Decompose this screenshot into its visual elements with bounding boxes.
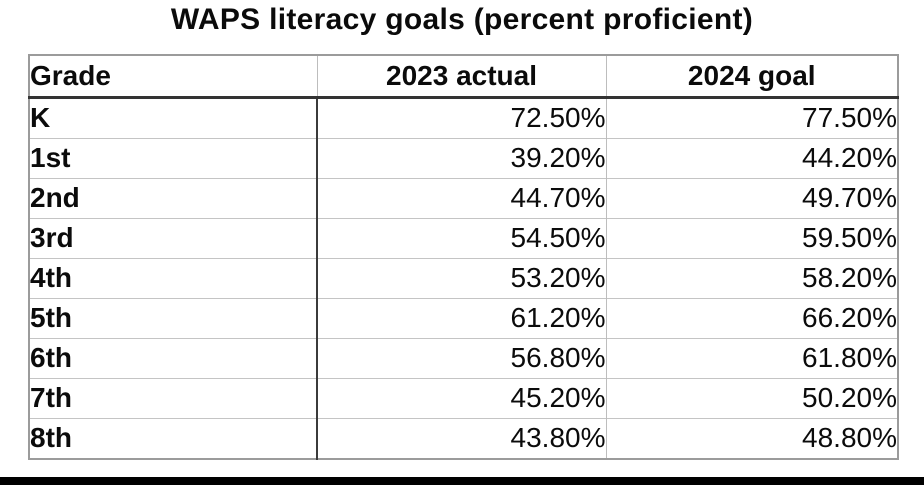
actual-2023-cell: 54.50% — [317, 217, 606, 259]
actual-2023-cell: 44.70% — [317, 177, 606, 219]
goal-2024-cell: 49.70% — [605, 177, 898, 219]
goal-2024-cell: 50.20% — [605, 377, 898, 419]
goal-2024-cell: 66.20% — [605, 297, 898, 339]
actual-2023-cell: 56.80% — [317, 337, 606, 379]
grade-cell: 5th — [29, 297, 318, 339]
bottom-black-bar — [0, 477, 924, 485]
column-header-2023-actual: 2023 actual — [316, 55, 606, 99]
actual-2023-cell: 53.20% — [317, 257, 606, 299]
table-row: 6th 56.80% 61.80% — [29, 337, 898, 379]
goal-2024-cell: 44.20% — [605, 137, 898, 179]
literacy-goals-table: Grade 2023 actual 2024 goal K 72.50% 77.… — [28, 54, 899, 460]
actual-2023-cell: 43.80% — [317, 417, 606, 459]
table-row: 5th 61.20% 66.20% — [29, 297, 898, 339]
goal-2024-cell: 59.50% — [605, 217, 898, 259]
page-title: WAPS literacy goals (percent proficient) — [170, 3, 754, 36]
grade-cell: 6th — [29, 337, 318, 379]
table-row: 8th 43.80% 48.80% — [29, 417, 898, 459]
table-row: 7th 45.20% 50.20% — [29, 377, 898, 419]
actual-2023-cell: 45.20% — [317, 377, 606, 419]
column-header-grade: Grade — [29, 55, 317, 99]
goal-2024-cell: 48.80% — [605, 417, 898, 459]
grade-cell: 1st — [29, 137, 318, 179]
actual-2023-cell: 61.20% — [317, 297, 606, 339]
goal-2024-cell: 77.50% — [605, 96, 898, 139]
grade-cell: 3rd — [29, 217, 318, 259]
grade-cell: 7th — [29, 377, 318, 419]
table-row: 3rd 54.50% 59.50% — [29, 217, 898, 259]
table-row: 4th 53.20% 58.20% — [29, 257, 898, 299]
grade-cell: 2nd — [29, 177, 318, 219]
table-row: 2nd 44.70% 49.70% — [29, 177, 898, 219]
grade-cell: 8th — [29, 417, 318, 459]
table-row: K 72.50% 77.50% — [29, 96, 898, 139]
actual-2023-cell: 39.20% — [317, 137, 606, 179]
grade-cell: K — [29, 96, 318, 139]
goal-2024-cell: 58.20% — [605, 257, 898, 299]
table-row: 1st 39.20% 44.20% — [29, 137, 898, 179]
grade-cell: 4th — [29, 257, 318, 299]
actual-2023-cell: 72.50% — [317, 96, 606, 139]
goal-2024-cell: 61.80% — [605, 337, 898, 379]
column-header-2024-goal: 2024 goal — [605, 55, 898, 99]
table-header-row: Grade 2023 actual 2024 goal — [29, 55, 898, 99]
